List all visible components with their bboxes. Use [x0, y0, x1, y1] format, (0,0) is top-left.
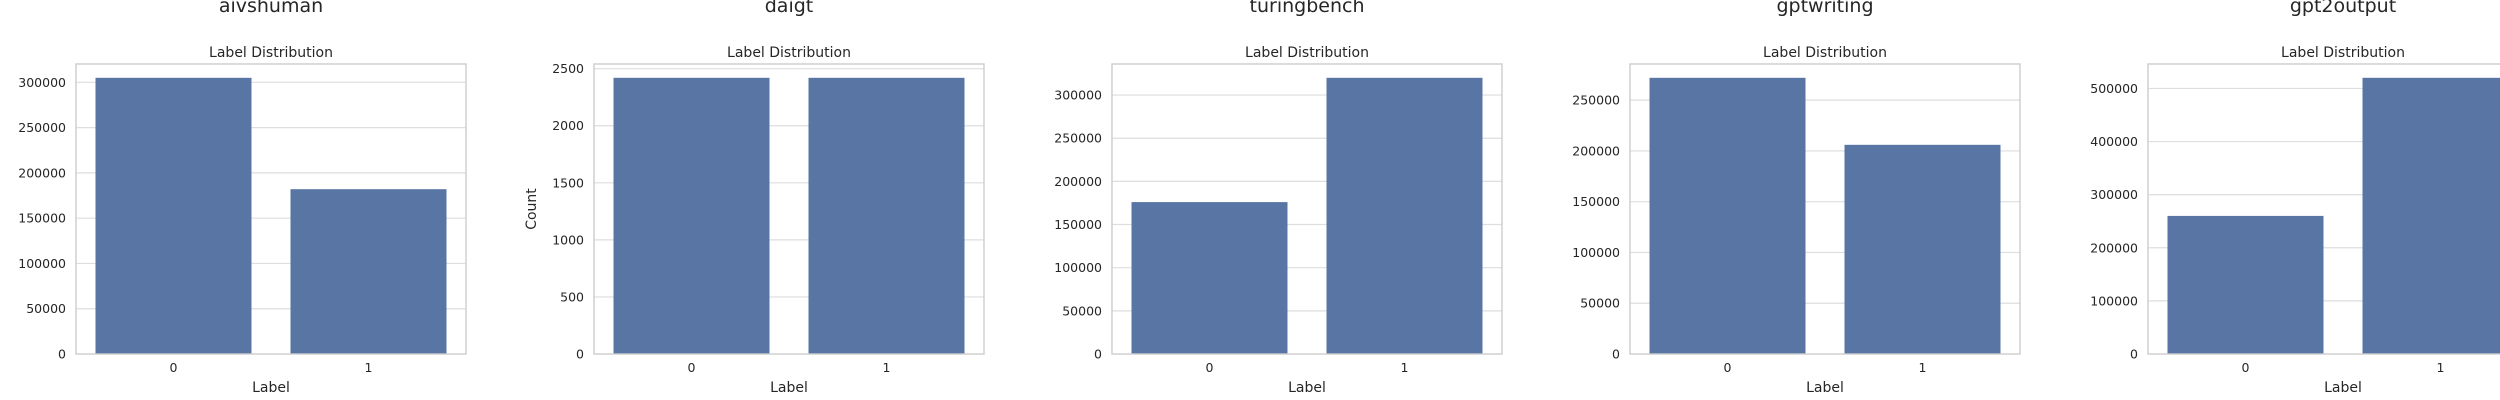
- y-tick-label: 200000: [18, 165, 66, 180]
- y-tick-label: 250000: [1572, 93, 1620, 108]
- y-tick-label: 0: [576, 347, 584, 362]
- y-tick-label: 50000: [1580, 296, 1620, 311]
- y-tick-label: 2000: [552, 118, 584, 133]
- x-tick-label: 1: [365, 360, 373, 375]
- x-tick-label: 0: [688, 360, 696, 375]
- y-tick-label: 300000: [2090, 187, 2138, 202]
- x-tick-label: 0: [2242, 360, 2250, 375]
- chart-panel-3: turingbench Label Distribution 0 50000 10000…: [1054, 0, 1503, 396]
- y-tick-label: 200000: [1054, 174, 1102, 189]
- x-axis-label: Label: [252, 380, 290, 396]
- x-axis-label: Label: [1806, 380, 1844, 396]
- x-tick-label: 0: [1724, 360, 1732, 375]
- y-tick-label: 100000: [2090, 293, 2138, 308]
- bar-label-0: [613, 77, 770, 355]
- y-tick-label: 500000: [2090, 81, 2138, 96]
- chart-suptitle: gpt2output: [2290, 0, 2396, 17]
- x-tick-label: 0: [1206, 360, 1214, 375]
- axes-frame: [593, 63, 985, 355]
- y-tick-label: 150000: [18, 211, 66, 226]
- chart-title: Label Distribution: [1763, 45, 1887, 61]
- bar-label-1: [808, 77, 965, 355]
- y-axis-label: Count: [524, 188, 540, 230]
- x-tick-label: 1: [1401, 360, 1409, 375]
- y-tick-label: 200000: [1572, 143, 1620, 158]
- bar-label-0: [95, 77, 252, 355]
- y-tick-label: 150000: [1054, 217, 1102, 232]
- y-tick-label: 300000: [1054, 88, 1102, 103]
- bar-label-0: [1649, 77, 1806, 355]
- chart-title: Label Distribution: [2281, 45, 2405, 61]
- y-tick-label: 100000: [18, 256, 66, 271]
- y-tick-label: 0: [1094, 347, 1102, 362]
- y-tick-label: 400000: [2090, 134, 2138, 149]
- x-axis-label: Label: [2324, 380, 2362, 396]
- y-tick-label: 250000: [1054, 131, 1102, 146]
- x-axis-label: Label: [1288, 380, 1326, 396]
- x-tick-label: 1: [1919, 360, 1927, 375]
- chart-panel-1: aivshuman Label Distribution 0 50000 100000 1…: [18, 0, 467, 396]
- y-tick-label: 1500: [552, 175, 584, 190]
- y-tick-label: 250000: [18, 120, 66, 135]
- bar-label-1: [1326, 77, 1483, 355]
- chart-title: Label Distribution: [209, 45, 333, 61]
- x-tick-label: 1: [2437, 360, 2445, 375]
- bar-label-1: [1844, 144, 2001, 354]
- y-tick-label: 50000: [26, 301, 66, 316]
- y-tick-label: 300000: [18, 75, 66, 90]
- bar-label-0: [2167, 215, 2324, 354]
- y-tick-label: 1000: [552, 232, 584, 247]
- chart-suptitle: gptwriting: [1776, 0, 1873, 17]
- y-tick-label: 150000: [1572, 194, 1620, 209]
- y-tick-label: 500: [560, 289, 584, 304]
- axes-frame: [1629, 63, 2021, 355]
- chart-panel-4: gptwriting Label Distribution 0 50000 100000…: [1572, 0, 2021, 396]
- bar-label-0: [1131, 202, 1288, 354]
- y-tick-label: 100000: [1572, 245, 1620, 260]
- bar-label-1: [2362, 77, 2500, 355]
- y-tick-label: 0: [58, 347, 66, 362]
- chart-suptitle: aivshuman: [219, 0, 323, 17]
- y-tick-label: 200000: [2090, 240, 2138, 255]
- chart-suptitle: daigt: [765, 0, 814, 17]
- y-tick-label: 0: [2130, 347, 2138, 362]
- y-tick-label: 100000: [1054, 260, 1102, 275]
- axes-frame: [1111, 63, 1503, 355]
- y-tick-label: 0: [1612, 347, 1620, 362]
- bar-label-1: [290, 189, 447, 354]
- chart-title: Label Distribution: [1245, 45, 1369, 61]
- x-axis-label: Label: [770, 380, 808, 396]
- x-tick-label: 0: [170, 360, 178, 375]
- chart-panel-5: gpt2output Label Distribution 0 100000 20000…: [2090, 0, 2500, 396]
- y-tick-label: 50000: [1062, 303, 1102, 318]
- y-tick-label: 2500: [552, 61, 584, 76]
- x-tick-label: 1: [883, 360, 891, 375]
- chart-title: Label Distribution: [727, 45, 851, 61]
- axes-frame: [75, 63, 467, 355]
- chart-panel-2: daigt Label Distribution 0 500 1000 1500 2000 2…: [524, 0, 985, 396]
- chart-suptitle: turingbench: [1250, 0, 1365, 17]
- axes-frame: [2147, 63, 2500, 355]
